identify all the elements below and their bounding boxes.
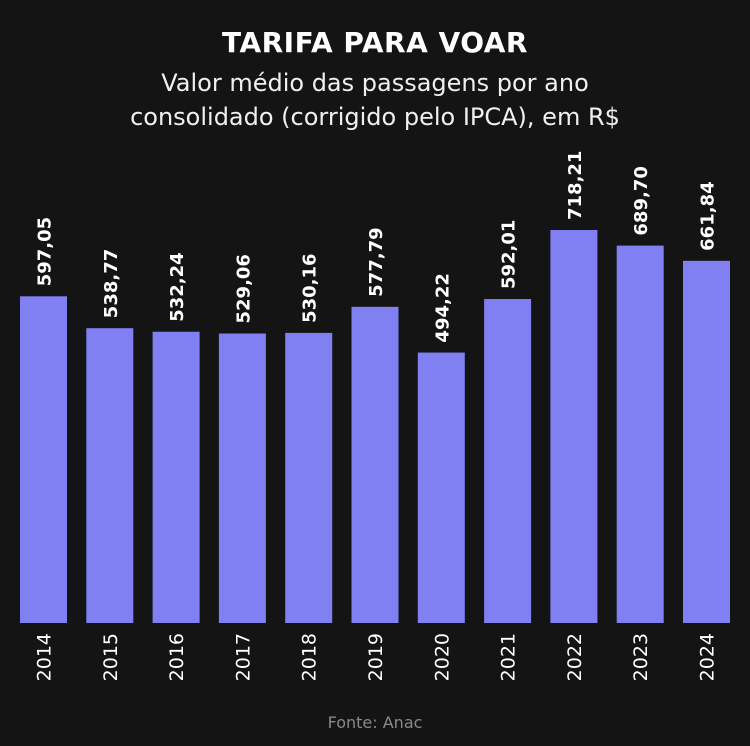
bar-2022: [550, 230, 598, 623]
data-label: 530,16: [300, 253, 321, 322]
x-tick-label: 2014: [34, 633, 56, 681]
chart-subtitle: Valor médio das passagens por ano consol…: [0, 66, 750, 134]
data-label: 592,01: [499, 220, 520, 289]
data-label: 532,24: [167, 252, 188, 321]
bar-2021: [484, 299, 532, 623]
data-label: 538,77: [101, 249, 122, 318]
bar-2023: [616, 245, 664, 623]
data-label: 529,06: [233, 254, 254, 323]
data-label: 661,84: [698, 181, 719, 250]
x-tick-label: 2023: [630, 633, 652, 681]
data-label: 718,21: [565, 151, 586, 220]
bar-2018: [285, 332, 333, 623]
bar-2016: [152, 331, 200, 623]
subtitle-line-2: consolidado (corrigido pelo IPCA), em R$: [130, 103, 620, 131]
bar-2017: [218, 333, 266, 623]
data-label: 494,22: [432, 273, 453, 342]
x-tick-label: 2020: [431, 633, 453, 681]
data-label: 597,05: [35, 217, 56, 286]
bar-2020: [417, 352, 465, 623]
bar-2019: [351, 306, 399, 623]
x-tick-label: 2021: [498, 633, 520, 681]
x-tick-label: 2017: [232, 633, 254, 681]
x-tick-label: 2024: [697, 633, 719, 681]
chart-title: TARIFA PARA VOAR: [222, 26, 528, 59]
x-tick-label: 2015: [100, 633, 122, 681]
data-label: 577,79: [366, 227, 387, 296]
x-tick-label: 2019: [365, 633, 387, 681]
bar-2015: [86, 328, 134, 623]
x-tick-label: 2018: [299, 633, 321, 681]
x-tick-label: 2016: [166, 633, 188, 681]
source-note: Fonte: Anac: [327, 713, 423, 732]
data-label: 689,70: [631, 166, 652, 235]
bar-2024: [683, 260, 730, 623]
x-tick-label: 2022: [564, 633, 586, 681]
subtitle-line-1: Valor médio das passagens por ano: [161, 69, 589, 97]
bar-2014: [20, 296, 67, 623]
